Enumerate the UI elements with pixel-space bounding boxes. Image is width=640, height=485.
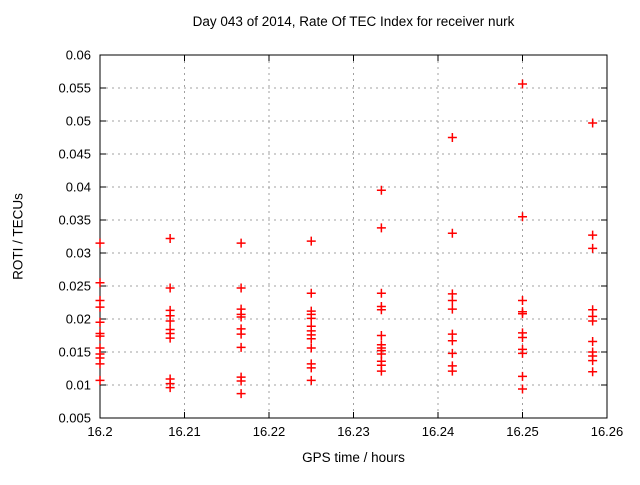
data-point-marker [95, 331, 105, 341]
x-tick-label: 16.25 [506, 424, 539, 439]
y-tick-label: 0.02 [66, 312, 91, 327]
data-point-marker [165, 316, 175, 326]
data-point-marker [588, 356, 598, 366]
data-point-marker [236, 312, 246, 322]
data-point-marker [588, 367, 598, 377]
data-point-marker [447, 296, 457, 306]
data-point-marker [376, 305, 386, 315]
data-point-marker [165, 333, 175, 343]
data-point-marker [447, 133, 457, 142]
data-point-marker [447, 348, 457, 358]
y-tick-label: 0.015 [58, 345, 91, 360]
data-point-marker [518, 384, 527, 394]
data-point-marker [376, 288, 386, 298]
data-point-marker [306, 334, 316, 344]
y-axis-label: ROTI / TECUs [10, 193, 26, 280]
data-point-marker [518, 348, 527, 358]
data-point-marker [447, 366, 457, 376]
data-point-marker [95, 359, 105, 369]
data-point-marker [306, 313, 316, 323]
data-point-marker [588, 230, 598, 240]
y-tick-label: 0.035 [58, 213, 91, 228]
data-point-marker [236, 238, 246, 248]
y-tick-label: 0.05 [66, 114, 91, 129]
data-point-marker [588, 316, 598, 326]
data-point-marker [95, 375, 105, 385]
data-point-marker [518, 79, 527, 89]
data-point-marker [518, 309, 527, 319]
x-tick-label: 16.24 [422, 424, 455, 439]
y-tick-label: 0.04 [66, 180, 91, 195]
x-tick-label: 16.22 [253, 424, 286, 439]
x-axis-label: GPS time / hours [302, 450, 405, 465]
y-tick-label: 0.03 [66, 246, 91, 261]
data-point-marker [588, 336, 598, 346]
y-tick-label: 0.01 [66, 378, 91, 393]
data-point-marker [236, 389, 246, 399]
x-tick-label: 16.2 [87, 424, 112, 439]
data-point-marker [306, 343, 316, 353]
data-point-marker [588, 118, 598, 128]
data-point-marker [95, 317, 105, 327]
data-point-marker [236, 376, 246, 386]
data-point-marker [518, 212, 527, 222]
data-point-marker [376, 185, 386, 195]
data-point-marker [95, 302, 105, 312]
data-point-marker [306, 288, 316, 298]
x-tick-label: 16.21 [168, 424, 201, 439]
data-point-marker [518, 371, 527, 381]
data-point-marker [165, 283, 175, 293]
data-point-marker [447, 336, 457, 346]
data-point-marker [236, 329, 246, 339]
data-point-marker [376, 331, 386, 340]
y-tick-label: 0.025 [58, 279, 91, 294]
x-tick-label: 16.26 [591, 424, 624, 439]
data-point-marker [306, 236, 316, 246]
data-point-marker [236, 283, 246, 293]
x-tick-label: 16.23 [337, 424, 370, 439]
y-tick-label: 0.06 [66, 48, 91, 63]
data-point-marker [236, 342, 246, 352]
data-point-marker [376, 366, 386, 376]
chart-title: Day 043 of 2014, Rate Of TEC Index for r… [192, 14, 515, 29]
data-point-marker [588, 243, 598, 253]
y-tick-label: 0.045 [58, 147, 91, 162]
data-point-marker [518, 332, 527, 342]
data-point-marker [376, 223, 386, 233]
y-tick-label: 0.005 [58, 411, 91, 426]
data-point-marker [306, 363, 316, 373]
data-point-marker [95, 238, 105, 248]
data-point-marker [95, 278, 105, 288]
y-tick-label: 0.055 [58, 81, 91, 96]
data-point-marker [165, 233, 175, 243]
data-point-marker [518, 296, 527, 306]
data-point-marker [165, 383, 175, 393]
data-point-marker [306, 375, 316, 385]
data-point-marker [447, 228, 457, 238]
data-point-marker [447, 304, 457, 314]
